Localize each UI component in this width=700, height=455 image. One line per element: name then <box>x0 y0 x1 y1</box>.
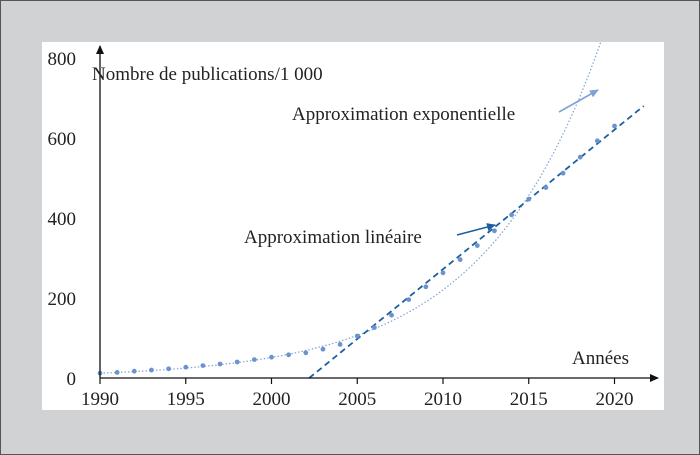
fit-lines <box>99 42 645 379</box>
data-point <box>337 342 343 347</box>
axis-labels: 1990 1995 2000 2005 2010 2015 2020 0 200 400 600 80… <box>48 49 634 410</box>
chart: 1990 1995 2000 2005 2010 2015 2020 0 200 400 600 80… <box>48 42 659 410</box>
linear-fit-label: Approximation linéaire <box>244 227 422 248</box>
data-point <box>149 367 154 373</box>
y-tick-label: 600 <box>48 129 77 150</box>
data-point <box>509 212 514 218</box>
linear-label-arrow <box>456 223 496 236</box>
axes <box>96 45 659 384</box>
data-point <box>251 357 257 362</box>
data-point <box>440 270 446 276</box>
data-point <box>354 333 360 339</box>
data-point <box>114 370 120 375</box>
data-point <box>406 297 412 302</box>
data-point <box>217 361 223 367</box>
exponential-fit-label: Approximation exponentielle <box>292 104 515 125</box>
data-point <box>320 346 326 352</box>
x-tick-label: 1995 <box>167 389 205 410</box>
exponential-label-arrow <box>558 89 599 113</box>
data-point <box>543 185 549 191</box>
y-axis-title: Nombre de publications/1 000 <box>92 64 323 85</box>
data-point <box>269 354 274 360</box>
y-tick-label: 0 <box>67 369 77 390</box>
y-tick-label: 200 <box>48 289 77 310</box>
linear-fit-line <box>308 105 645 379</box>
data-point <box>560 170 566 176</box>
data-point <box>492 228 497 234</box>
data-point <box>594 138 600 144</box>
x-tick-label: 1990 <box>81 389 119 410</box>
plot-panel: 1990 1995 2000 2005 2010 2015 2020 0 200 400 600 80… <box>42 42 664 410</box>
data-point <box>234 359 240 365</box>
x-tick-label: 2005 <box>338 389 376 410</box>
x-tick-label: 2015 <box>510 389 548 410</box>
x-tick-label: 2010 <box>424 389 462 410</box>
data-point <box>457 257 463 262</box>
x-axis-title: Années <box>572 348 629 369</box>
data-points <box>97 123 617 376</box>
data-point <box>286 352 292 358</box>
data-point <box>526 196 532 202</box>
data-point <box>389 312 394 318</box>
data-point <box>372 325 377 330</box>
y-tick-label: 800 <box>48 49 77 70</box>
data-point <box>200 363 206 368</box>
data-point <box>577 154 583 160</box>
data-point <box>183 364 189 370</box>
data-point <box>303 350 309 356</box>
data-point <box>131 368 137 374</box>
x-tick-label: 2020 <box>596 389 634 410</box>
exponential-fit-line <box>99 42 602 374</box>
y-tick-label: 400 <box>48 209 77 230</box>
data-point <box>166 366 171 372</box>
data-point <box>423 284 429 290</box>
x-tick-label: 2000 <box>253 389 291 410</box>
data-point <box>474 243 480 249</box>
data-point <box>612 123 617 129</box>
